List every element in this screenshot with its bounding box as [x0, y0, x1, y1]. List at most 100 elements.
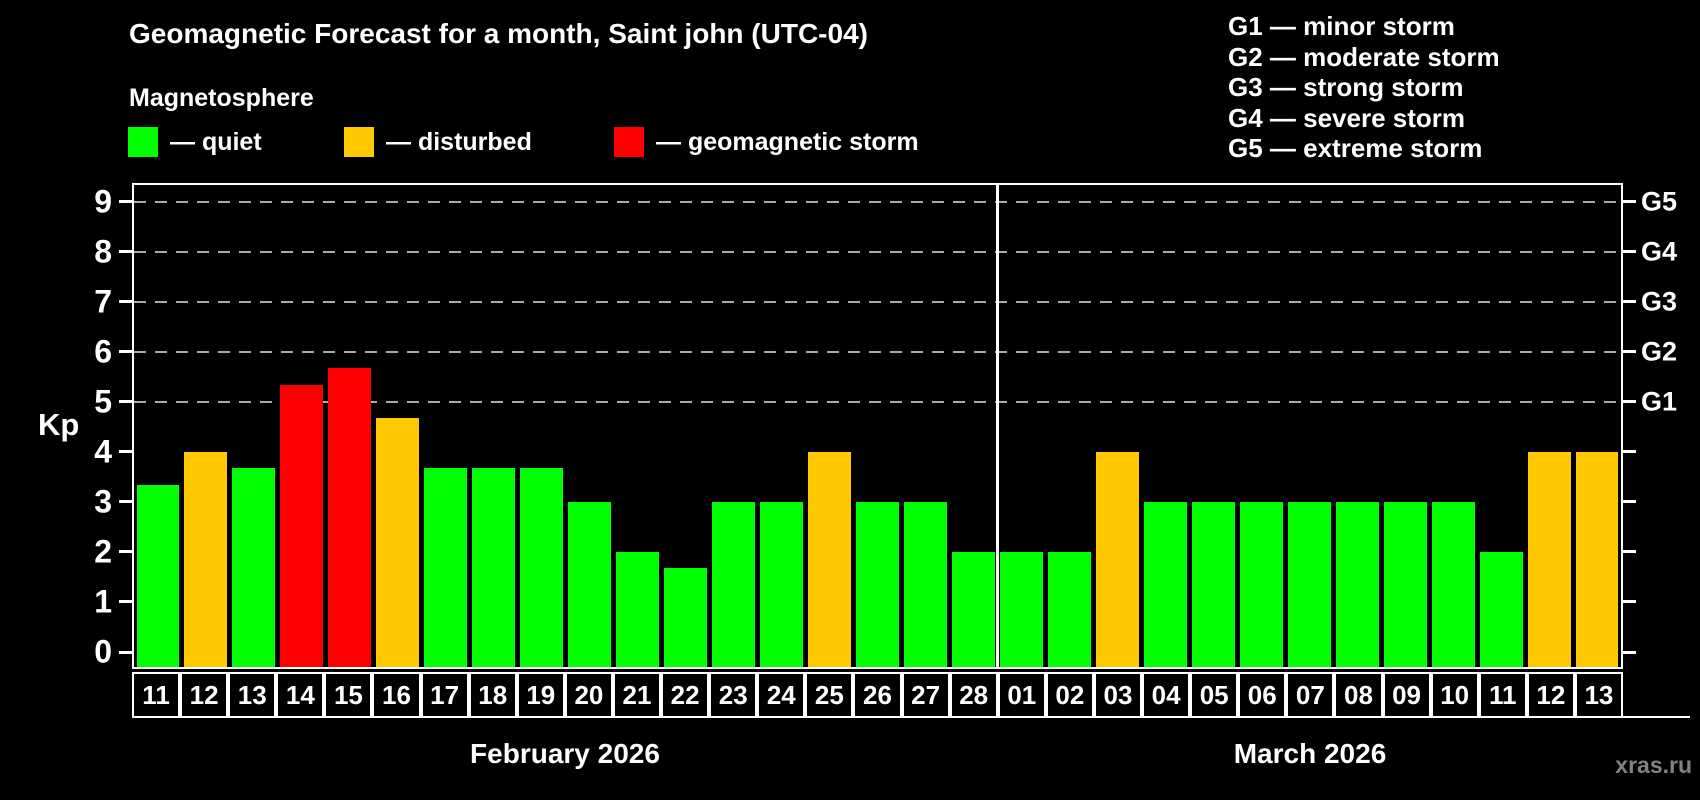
y-tick-label: 2 [94, 533, 112, 570]
disturbed-color-swatch-icon [344, 127, 374, 157]
g-axis-label: G2 [1641, 336, 1678, 367]
day-label: 12 [180, 672, 229, 718]
day-label: 23 [709, 672, 758, 718]
legend-label-quiet: — quiet [170, 127, 262, 156]
kp-bar [232, 468, 276, 667]
kp-bar [1287, 501, 1331, 667]
y-axis-tick-right [1623, 650, 1636, 654]
y-axis-tick [119, 250, 132, 254]
day-label: 10 [1430, 672, 1479, 718]
plot-area [132, 183, 1623, 669]
legend-item-quiet: — quiet [128, 126, 262, 158]
g-axis-label: G1 [1641, 386, 1678, 417]
kp-bar [1239, 501, 1283, 667]
day-label: 15 [324, 672, 373, 718]
subtitle-magnetosphere: Magnetosphere [129, 84, 314, 112]
grid-line [134, 400, 1621, 403]
grid-line [134, 250, 1621, 253]
day-label: 09 [1382, 672, 1431, 718]
y-axis-tick-right [1623, 300, 1636, 304]
day-label: 04 [1142, 672, 1191, 718]
y-axis-tick-right [1623, 450, 1636, 454]
watermark: xras.ru [1615, 752, 1692, 778]
day-label: 28 [949, 672, 998, 718]
kp-bar [616, 551, 660, 667]
kp-bar [1479, 551, 1523, 667]
day-label: 13 [1574, 672, 1623, 718]
y-axis-tick [119, 550, 132, 554]
g-legend-line-g4: G4 — severe storm [1228, 102, 1466, 133]
g-scale-legend: G1 — minor storm G2 — moderate storm G3 … [1228, 11, 1500, 164]
kp-bar [328, 368, 372, 667]
y-axis-tick-right [1623, 200, 1636, 204]
kp-bar [1191, 501, 1235, 667]
y-tick-label: 0 [94, 633, 112, 670]
day-label: 20 [564, 672, 613, 718]
month-label-february: February 2026 [470, 738, 660, 769]
kp-bar [1143, 501, 1187, 667]
grid-line [134, 300, 1621, 303]
kp-bar [376, 418, 420, 667]
y-axis-tick [119, 500, 132, 504]
kp-bar [1383, 501, 1427, 667]
g-axis-label: G5 [1641, 186, 1678, 217]
kp-bar [472, 468, 516, 667]
y-tick-label: 9 [94, 183, 112, 220]
kp-bar [1335, 501, 1379, 667]
y-tick-label: 8 [94, 233, 112, 270]
day-label: 24 [757, 672, 806, 718]
day-label: 22 [661, 672, 710, 718]
kp-bar [712, 501, 756, 667]
y-axis-tick-right [1623, 500, 1636, 504]
kp-bar [664, 568, 708, 667]
y-tick-label: 3 [94, 483, 112, 520]
day-label: 07 [1286, 672, 1335, 718]
legend-label-storm: — geomagnetic storm [656, 127, 919, 156]
y-tick-label: 5 [94, 383, 112, 420]
kp-bar [999, 551, 1043, 667]
quiet-color-swatch-icon [128, 127, 158, 157]
storm-color-swatch-icon [614, 127, 644, 157]
y-axis-tick-right [1623, 350, 1636, 354]
y-axis-tick-right [1623, 250, 1636, 254]
kp-bar [1527, 451, 1571, 667]
y-tick-label: 7 [94, 283, 112, 320]
kp-bar [1575, 451, 1619, 667]
legend-item-storm: — geomagnetic storm [614, 126, 919, 158]
g-legend-line-g2: G2 — moderate storm [1228, 41, 1500, 72]
y-axis-tick-right [1623, 600, 1636, 604]
kp-bar [568, 501, 612, 667]
day-label: 01 [997, 672, 1046, 718]
day-label: 11 [132, 672, 181, 718]
kp-bar [280, 385, 324, 667]
day-label: 19 [516, 672, 565, 718]
kp-bar [808, 451, 851, 667]
y-axis-tick [119, 600, 132, 604]
g-legend-line-g3: G3 — strong storm [1228, 72, 1464, 102]
kp-bar [136, 485, 180, 667]
kp-bar [1095, 451, 1139, 667]
day-label: 27 [901, 672, 950, 718]
g-axis-label: G4 [1641, 236, 1678, 267]
day-label: 16 [372, 672, 421, 718]
kp-bar [184, 451, 228, 667]
kp-bar [856, 501, 899, 667]
day-label: 17 [420, 672, 469, 718]
month-divider [995, 185, 999, 667]
page-title: Geomagnetic Forecast for a month, Saint … [129, 18, 868, 49]
y-axis-tick [119, 350, 132, 354]
y-tick-label: 6 [94, 333, 112, 370]
y-axis-tick-right [1623, 400, 1636, 404]
day-label: 13 [228, 672, 277, 718]
legend-label-disturbed: — disturbed [386, 127, 532, 156]
legend-item-disturbed: — disturbed [344, 126, 532, 158]
kp-bar [760, 501, 804, 667]
g-legend-line-g5: G5 — extreme storm [1228, 133, 1483, 163]
grid-line [134, 200, 1621, 203]
day-label: 21 [612, 672, 662, 718]
kp-bar [424, 468, 468, 667]
g-legend-line-g1: G1 — minor storm [1228, 11, 1455, 41]
y-axis-tick [119, 400, 132, 404]
day-label: 06 [1238, 672, 1287, 718]
y-axis-tick-right [1623, 550, 1636, 554]
